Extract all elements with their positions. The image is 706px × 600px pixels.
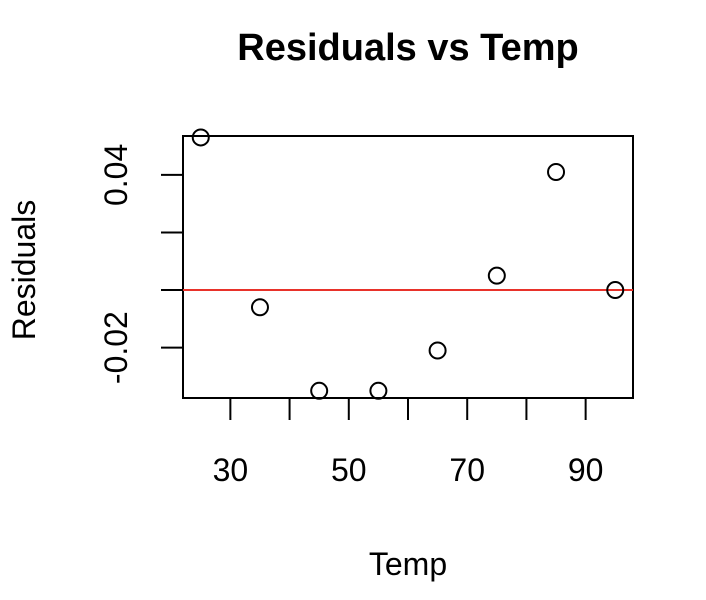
data-point bbox=[547, 162, 566, 181]
x-tick-label: 70 bbox=[449, 452, 485, 488]
x-tick-label: 50 bbox=[331, 452, 367, 488]
y-tick-label: -0.02 bbox=[98, 311, 134, 384]
data-point bbox=[487, 266, 506, 285]
chart-title: Residuals vs Temp bbox=[237, 27, 578, 69]
data-point bbox=[250, 298, 269, 317]
x-tick-label: 30 bbox=[213, 452, 249, 488]
x-axis-label: Temp bbox=[369, 546, 447, 582]
x-tick-label: 90 bbox=[568, 452, 604, 488]
data-point bbox=[191, 128, 210, 147]
data-point bbox=[369, 381, 388, 400]
data-point bbox=[428, 341, 447, 360]
plot-frame bbox=[182, 135, 634, 399]
y-tick-label: 0.04 bbox=[98, 144, 134, 206]
y-axis-label: Residuals bbox=[6, 200, 42, 341]
data-point bbox=[310, 381, 329, 400]
data-point bbox=[606, 281, 625, 300]
